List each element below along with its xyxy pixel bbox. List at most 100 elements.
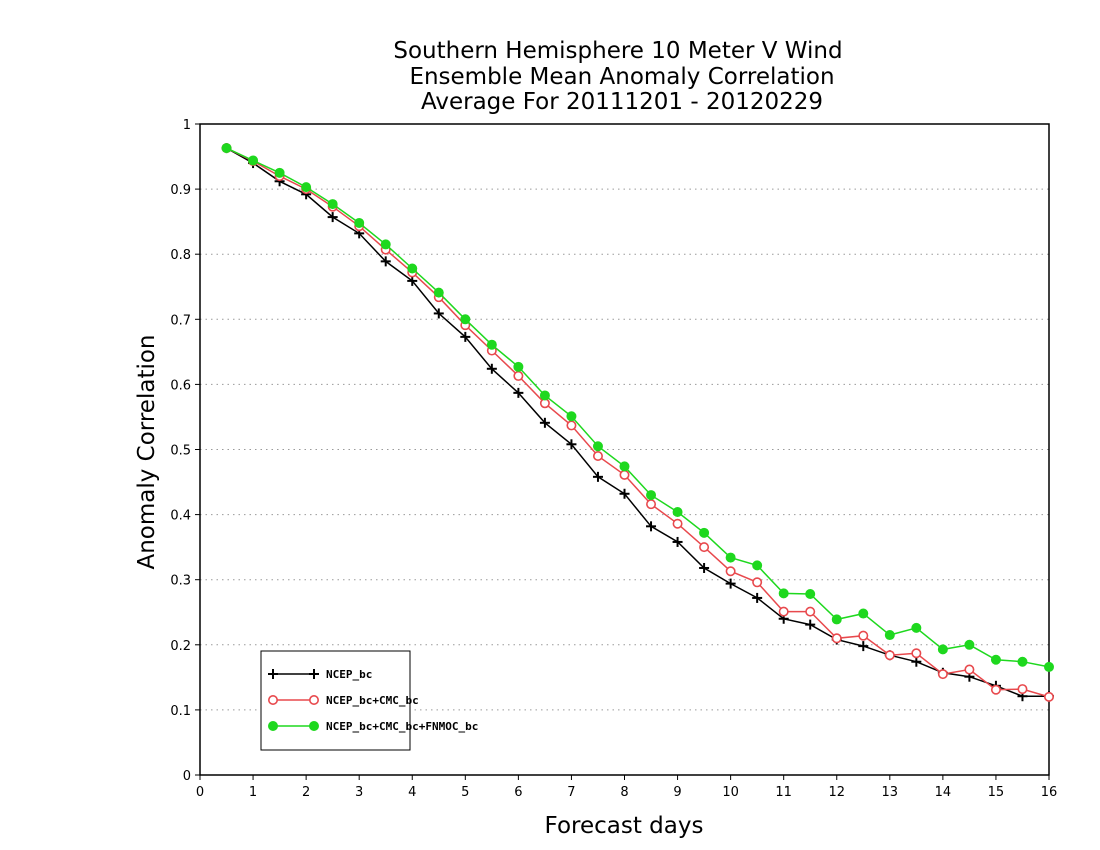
y-tick-label: 0.7 [170, 313, 191, 328]
series-2-point [646, 499, 657, 510]
series-2-line [226, 147, 1050, 698]
y-tick-label: 0.6 [170, 378, 191, 393]
series-2-point [805, 606, 816, 617]
series-2-point [990, 684, 1001, 695]
series-3-point [831, 614, 842, 625]
chart-title: Southern Hemisphere 10 Meter V Wind Ense… [393, 38, 842, 115]
series-3-point [274, 167, 285, 178]
x-tick-label: 1 [249, 785, 257, 800]
y-tick-label: 0.5 [170, 444, 191, 459]
series-1-point [460, 331, 471, 342]
x-tick-label: 7 [567, 785, 575, 800]
series-1-point [566, 439, 577, 450]
series-layer [221, 143, 1055, 702]
legend-marker-end-1 [309, 669, 319, 679]
series-3-point [858, 608, 869, 619]
legend-marker-start-2 [267, 694, 278, 705]
series-2-point [911, 648, 922, 659]
legend-label-1: NCEP_bc [326, 668, 372, 681]
series-2-point [699, 542, 710, 553]
series-2-point [566, 420, 577, 431]
series-2-point [619, 469, 630, 480]
series-1-point [805, 619, 816, 630]
series-3-point [539, 390, 550, 401]
series-1-point [513, 387, 524, 398]
series-2-point [964, 664, 975, 675]
series-3-point [486, 339, 497, 350]
series-1-point [619, 488, 630, 499]
series-3-point [566, 411, 577, 422]
series-3-point [699, 527, 710, 538]
x-tick-label: 14 [935, 785, 952, 800]
series-3 [221, 143, 1054, 672]
series-3-point [1044, 661, 1054, 672]
series-2-point [592, 451, 603, 462]
series-3-point [301, 182, 312, 193]
legend: NCEP_bc NCEP_bc+CMC_bc NCEP_bc+CMC_bc+FNMO… [260, 650, 478, 751]
series-3-line [226, 147, 1050, 668]
series-3-point [460, 314, 471, 325]
series-3-point [778, 588, 789, 599]
series-1-point [407, 275, 418, 286]
series-2-point [513, 370, 524, 381]
axes: 00.10.20.30.40.50.60.70.80.910 1 2 3 4 5 6 7 8 9 1… [170, 118, 1057, 800]
series-2-point [858, 630, 869, 641]
y-tick-label: 0.9 [170, 183, 191, 198]
series-1-point [911, 656, 922, 667]
y-tick-label: 0 [183, 769, 191, 784]
grid-lines [200, 188, 1049, 711]
y-tick-label: 0.2 [170, 639, 191, 654]
x-axis-label: Forecast days [545, 813, 704, 839]
legend-marker-start-1 [268, 669, 278, 679]
series-1-point [725, 578, 736, 589]
series-3-point [964, 639, 975, 650]
x-tick-label: 9 [673, 785, 681, 800]
y-tick-label: 0.4 [170, 509, 191, 524]
series-3-point [1017, 656, 1028, 667]
x-tick-label: 3 [355, 785, 363, 800]
title-line-3: Average For 20111201 - 20120229 [421, 89, 823, 115]
y-axis-label: Anomaly Correlation [134, 334, 160, 569]
series-3-point [646, 490, 657, 501]
series-3-point [884, 630, 895, 641]
series-3-point [805, 589, 816, 600]
series-1-point [592, 471, 603, 482]
series-3-point [407, 263, 418, 274]
x-tick-label: 13 [882, 785, 899, 800]
series-3-point [752, 560, 763, 571]
legend-marker-end-3 [309, 721, 319, 731]
x-tick-label: 12 [828, 785, 845, 800]
series-2 [221, 143, 1055, 702]
series-2-point [752, 577, 763, 588]
series-3-point [911, 622, 922, 633]
series-1-point [539, 417, 550, 428]
x-tick-label: 15 [988, 785, 1005, 800]
y-tick-label: 0.8 [170, 248, 191, 263]
series-2-point [937, 669, 948, 680]
series-1-point [672, 536, 683, 547]
x-tick-label: 5 [461, 785, 469, 800]
series-1-point [486, 363, 497, 374]
series-3-point [433, 287, 444, 298]
series-3-point [672, 506, 683, 517]
x-tick-label: 0 [196, 785, 204, 800]
title-line-1: Southern Hemisphere 10 Meter V Wind [393, 38, 842, 64]
series-3-point [327, 199, 338, 210]
series-3-point [221, 143, 232, 154]
legend-marker-end-2 [308, 694, 319, 705]
x-tick-label: 10 [722, 785, 739, 800]
series-1-point [699, 562, 710, 573]
series-3-point [619, 461, 630, 472]
series-3-point [248, 155, 259, 166]
series-2-point [1017, 684, 1028, 695]
legend-marker-start-3 [268, 721, 278, 731]
series-1-point [327, 212, 338, 223]
series-3-point [937, 644, 948, 655]
series-3-point [354, 217, 365, 228]
series-3-point [592, 441, 603, 452]
x-tick-label: 8 [620, 785, 628, 800]
x-tick-label: 2 [302, 785, 310, 800]
series-3-point [990, 654, 1001, 665]
x-tick-label: 6 [514, 785, 522, 800]
